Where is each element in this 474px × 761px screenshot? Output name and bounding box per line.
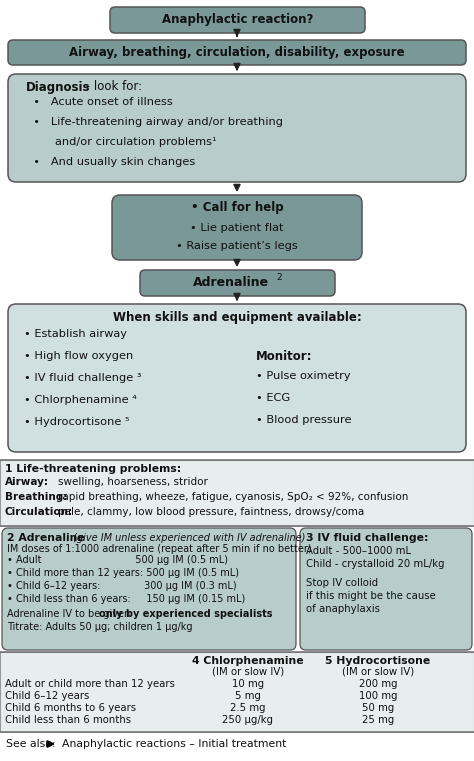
Text: swelling, hoarseness, stridor: swelling, hoarseness, stridor	[58, 477, 208, 487]
Text: • Adult                              500 μg IM (0.5 mL): • Adult 500 μg IM (0.5 mL)	[7, 555, 228, 565]
Text: - look for:: - look for:	[82, 81, 142, 94]
Text: 25 mg: 25 mg	[362, 715, 394, 725]
Text: • Establish airway: • Establish airway	[24, 329, 127, 339]
FancyBboxPatch shape	[300, 528, 472, 650]
Text: Adult or child more than 12 years: Adult or child more than 12 years	[5, 679, 175, 689]
Text: Adult - 500–1000 mL: Adult - 500–1000 mL	[306, 546, 411, 556]
Text: When skills and equipment available:: When skills and equipment available:	[113, 310, 361, 323]
Text: Child - crystalloid 20 mL/kg: Child - crystalloid 20 mL/kg	[306, 559, 445, 569]
Text: (IM or slow IV): (IM or slow IV)	[342, 667, 414, 677]
Text: (give IM unless experienced with IV adrenaline): (give IM unless experienced with IV adre…	[70, 533, 305, 543]
Text: • Call for help: • Call for help	[191, 202, 283, 215]
Text: • Blood pressure: • Blood pressure	[256, 415, 352, 425]
FancyBboxPatch shape	[112, 195, 362, 260]
Text: 200 mg: 200 mg	[359, 679, 397, 689]
Text: 10 mg: 10 mg	[232, 679, 264, 689]
Text: •   Acute onset of illness: • Acute onset of illness	[26, 97, 173, 107]
Text: Adrenaline IV to be given: Adrenaline IV to be given	[7, 609, 133, 619]
Text: 100 mg: 100 mg	[359, 691, 397, 701]
Text: • Child less than 6 years:     150 μg IM (0.15 mL): • Child less than 6 years: 150 μg IM (0.…	[7, 594, 245, 604]
Text: Diagnosis: Diagnosis	[26, 81, 91, 94]
Text: • ECG: • ECG	[256, 393, 290, 403]
Text: • Raise patient’s legs: • Raise patient’s legs	[176, 241, 298, 251]
Bar	[0, 460, 474, 526]
Text: • Hydrocortisone ⁵: • Hydrocortisone ⁵	[24, 417, 129, 427]
Text: 5 mg: 5 mg	[235, 691, 261, 701]
Text: 2: 2	[277, 273, 283, 282]
Text: Monitor:: Monitor:	[256, 349, 312, 362]
Text: 1 Life-threatening problems:: 1 Life-threatening problems:	[5, 464, 181, 474]
Text: 50 mg: 50 mg	[362, 703, 394, 713]
Text: if this might be the cause: if this might be the cause	[306, 591, 436, 601]
Text: 250 μg/kg: 250 μg/kg	[222, 715, 273, 725]
FancyBboxPatch shape	[110, 7, 365, 33]
FancyBboxPatch shape	[8, 74, 466, 182]
FancyBboxPatch shape	[140, 270, 335, 296]
Text: Anaphylactic reaction?: Anaphylactic reaction?	[162, 14, 313, 27]
Text: See also:: See also:	[6, 739, 55, 749]
Text: Child 6–12 years: Child 6–12 years	[5, 691, 90, 701]
Text: • Child 6–12 years:              300 μg IM (0.3 mL): • Child 6–12 years: 300 μg IM (0.3 mL)	[7, 581, 237, 591]
Text: 4 Chlorphenamine: 4 Chlorphenamine	[192, 656, 304, 666]
Text: Adrenaline: Adrenaline	[193, 276, 270, 289]
FancyBboxPatch shape	[8, 40, 466, 65]
Text: • Pulse oximetry: • Pulse oximetry	[256, 371, 351, 381]
Text: 2 Adrenaline: 2 Adrenaline	[7, 533, 85, 543]
Text: and/or circulation problems¹: and/or circulation problems¹	[26, 137, 217, 147]
Text: Breathing:: Breathing:	[5, 492, 67, 502]
Text: pale, clammy, low blood pressure, faintness, drowsy/coma: pale, clammy, low blood pressure, faintn…	[58, 507, 364, 517]
Text: only by experienced specialists: only by experienced specialists	[99, 609, 273, 619]
Text: Circulation:: Circulation:	[5, 507, 73, 517]
FancyBboxPatch shape	[8, 304, 466, 452]
Text: Anaphylactic reactions – Initial treatment: Anaphylactic reactions – Initial treatme…	[62, 739, 286, 749]
Text: Titrate: Adults 50 μg; children 1 μg/kg: Titrate: Adults 50 μg; children 1 μg/kg	[7, 622, 192, 632]
Text: Airway, breathing, circulation, disability, exposure: Airway, breathing, circulation, disabili…	[69, 46, 405, 59]
Text: 3 IV fluid challenge:: 3 IV fluid challenge:	[306, 533, 428, 543]
Text: Stop IV colloid: Stop IV colloid	[306, 578, 378, 588]
Text: • IV fluid challenge ³: • IV fluid challenge ³	[24, 373, 142, 383]
Text: IM doses of 1:1000 adrenaline (repeat after 5 min if no better): IM doses of 1:1000 adrenaline (repeat af…	[7, 544, 311, 554]
Bar	[0, 652, 474, 732]
Text: • Child more than 12 years: 500 μg IM (0.5 mL): • Child more than 12 years: 500 μg IM (0…	[7, 568, 239, 578]
Text: Airway:: Airway:	[5, 477, 49, 487]
Text: rapid breathing, wheeze, fatigue, cyanosis, SpO₂ < 92%, confusion: rapid breathing, wheeze, fatigue, cyanos…	[58, 492, 409, 502]
Text: (IM or slow IV): (IM or slow IV)	[212, 667, 284, 677]
Text: Child less than 6 months: Child less than 6 months	[5, 715, 131, 725]
Text: 2.5 mg: 2.5 mg	[230, 703, 266, 713]
Text: • Chlorphenamine ⁴: • Chlorphenamine ⁴	[24, 395, 137, 405]
FancyBboxPatch shape	[2, 528, 296, 650]
Text: of anaphylaxis: of anaphylaxis	[306, 604, 380, 614]
Text: • High flow oxygen: • High flow oxygen	[24, 351, 133, 361]
Text: •   And usually skin changes: • And usually skin changes	[26, 157, 195, 167]
Text: Child 6 months to 6 years: Child 6 months to 6 years	[5, 703, 136, 713]
Text: •   Life-threatening airway and/or breathing: • Life-threatening airway and/or breathi…	[26, 117, 283, 127]
Text: • Lie patient flat: • Lie patient flat	[190, 223, 284, 233]
Text: 5 Hydrocortisone: 5 Hydrocortisone	[325, 656, 430, 666]
